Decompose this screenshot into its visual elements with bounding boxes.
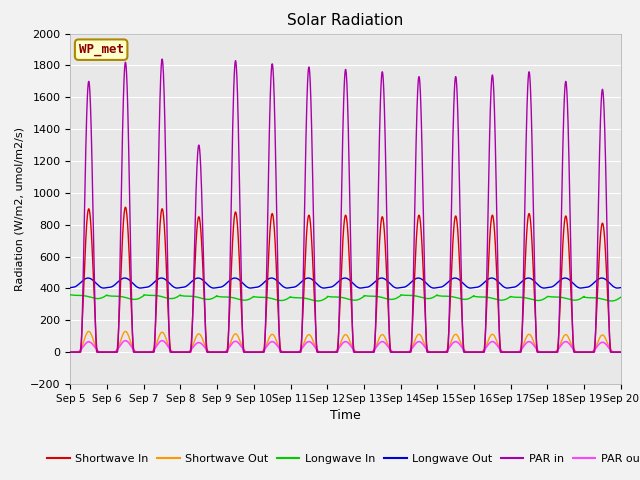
X-axis label: Time: Time [330,409,361,422]
Text: WP_met: WP_met [79,43,124,56]
Title: Solar Radiation: Solar Radiation [287,13,404,28]
Legend: Shortwave In, Shortwave Out, Longwave In, Longwave Out, PAR in, PAR out: Shortwave In, Shortwave Out, Longwave In… [43,449,640,468]
Y-axis label: Radiation (W/m2, umol/m2/s): Radiation (W/m2, umol/m2/s) [15,127,24,291]
